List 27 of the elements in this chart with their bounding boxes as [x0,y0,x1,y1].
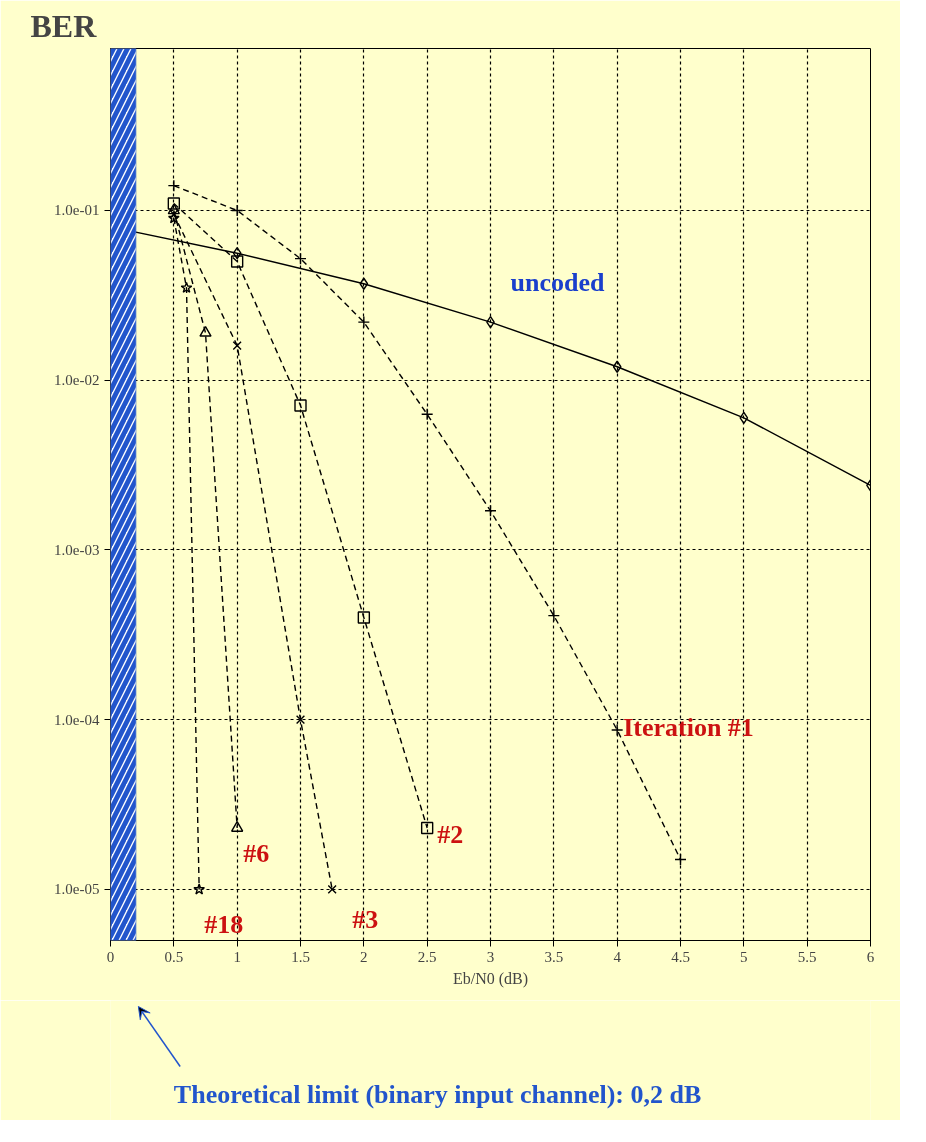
y-tick-label: 1.0e-04 [54,711,100,728]
x-tick-label: 3.5 [544,948,564,965]
series-label: uncoded [510,267,605,297]
x-tick-label: 4 [613,948,622,965]
y-tick-label: 1.0e-01 [54,202,100,219]
series-label: #3 [352,904,379,934]
x-tick-label: 5 [740,948,748,965]
x-tick-label: 3 [486,948,495,965]
x-tick-label: 1 [233,948,241,965]
x-tick-label: 0.5 [164,948,184,965]
x-axis-title: Eb/N0 (dB) [452,969,529,988]
x-tick-label: 5.5 [797,948,817,965]
band-label: Theoretical limit (binary input channel): 0,2 dB [173,1079,702,1109]
y-tick-label: 1.0e-03 [54,541,100,558]
y-tick-label: 1.0e-02 [54,372,100,389]
series-label: #6 [243,838,270,868]
x-tick-label: 2.5 [417,948,437,965]
x-tick-label: 4.5 [671,948,690,965]
x-tick-label: 0 [106,948,115,965]
x-tick-label: 2 [360,948,368,965]
x-tick-label: 1.5 [291,948,310,965]
y-tick-label: 1.0e-05 [54,881,100,898]
series-label: Iteration #1 [623,713,754,743]
series-label: #18 [204,909,244,939]
series-label: #2 [437,819,464,849]
x-tick-label: 6 [866,948,875,965]
y-axis-title: BER [30,7,98,44]
